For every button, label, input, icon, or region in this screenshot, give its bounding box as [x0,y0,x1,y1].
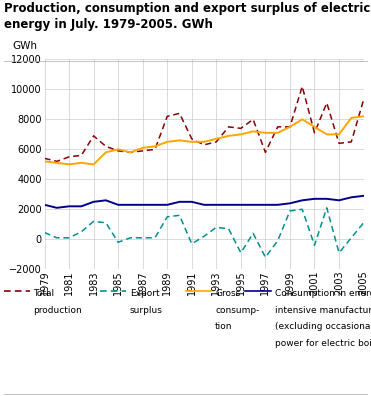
Text: Consumption in energy-: Consumption in energy- [275,289,371,298]
Text: Total: Total [33,289,55,298]
Text: Production, consumption and export surplus of electric
energy in July. 1979-2005: Production, consumption and export surpl… [4,2,370,31]
Text: Export: Export [130,289,160,298]
Text: production: production [33,306,82,315]
Text: GWh: GWh [13,41,37,51]
Text: intensive manufacturing: intensive manufacturing [275,306,371,315]
Text: Gross: Gross [215,289,240,298]
Text: tion: tion [215,322,233,331]
Text: power for electric boilers): power for electric boilers) [275,339,371,348]
Text: surplus: surplus [130,306,163,315]
Text: (excluding occasional: (excluding occasional [275,322,371,331]
Text: consump-: consump- [215,306,260,315]
